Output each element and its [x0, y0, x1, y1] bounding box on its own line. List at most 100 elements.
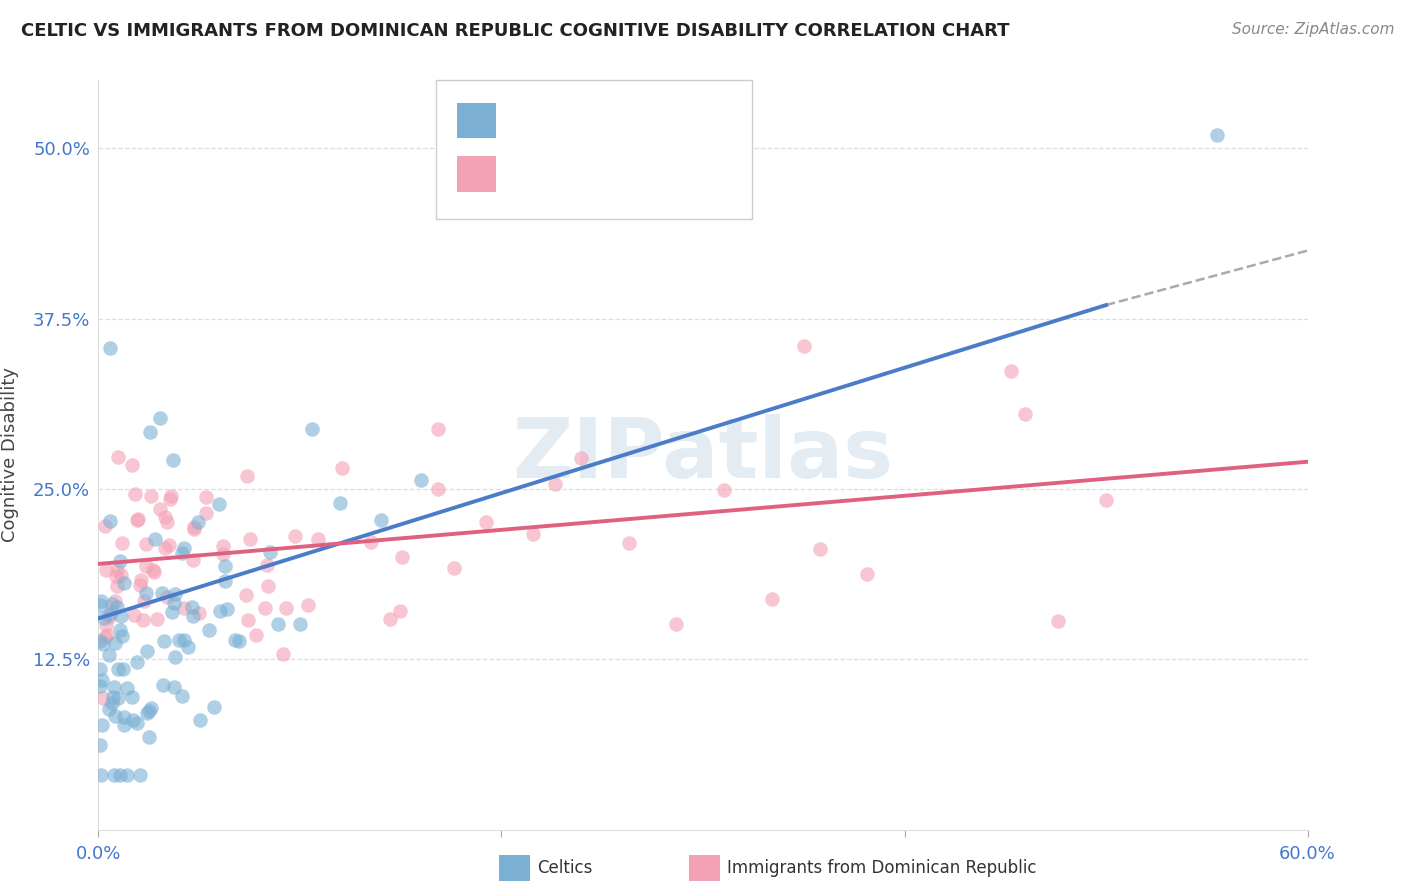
Point	[103, 768, 125, 782]
Point	[93, 610, 115, 624]
Point	[157, 538, 180, 552]
Point	[617, 536, 640, 550]
Point	[143, 533, 166, 547]
Point	[236, 469, 259, 483]
Point	[160, 606, 183, 620]
Point	[110, 568, 132, 582]
Point	[856, 566, 879, 581]
Text: N = 83: N = 83	[633, 164, 702, 184]
Point	[142, 565, 165, 579]
Point	[98, 610, 121, 624]
Point	[94, 618, 117, 632]
Point	[665, 617, 688, 632]
Point	[544, 477, 567, 491]
Point	[91, 691, 114, 706]
Point	[125, 513, 148, 527]
Point	[98, 702, 121, 716]
Text: R = 0.383: R = 0.383	[508, 111, 606, 130]
Point	[108, 554, 131, 568]
Point	[111, 629, 134, 643]
Point	[793, 339, 815, 353]
Point	[267, 617, 290, 632]
Point	[89, 598, 111, 612]
Point	[98, 341, 121, 355]
Point	[170, 689, 193, 703]
Point	[129, 574, 152, 588]
Point	[163, 587, 186, 601]
Point	[1095, 493, 1118, 508]
Text: ZIPatlas: ZIPatlas	[513, 415, 893, 495]
Point	[257, 578, 280, 592]
Point	[91, 673, 114, 687]
Point	[162, 453, 184, 467]
Point	[101, 604, 124, 618]
Point	[93, 630, 115, 644]
Point	[135, 537, 157, 551]
Point	[569, 450, 592, 465]
Point	[183, 522, 205, 536]
Point	[183, 520, 205, 534]
Point	[388, 604, 411, 618]
Point	[159, 491, 181, 506]
Point	[89, 738, 111, 752]
Point	[256, 558, 278, 573]
Point	[125, 655, 148, 669]
Point	[115, 768, 138, 782]
Point	[90, 768, 112, 782]
Point	[129, 577, 152, 591]
Point	[156, 591, 179, 605]
Point	[103, 635, 125, 649]
Point	[426, 482, 449, 496]
Point	[105, 579, 128, 593]
Point	[163, 649, 186, 664]
Point	[107, 691, 129, 706]
Point	[101, 690, 124, 705]
Point	[239, 532, 262, 546]
Point	[139, 425, 162, 439]
Point	[297, 599, 319, 613]
Point	[112, 718, 135, 732]
Point	[96, 563, 118, 577]
Text: R = 0.422: R = 0.422	[508, 164, 606, 184]
Point	[136, 706, 159, 720]
Point	[301, 422, 323, 436]
Point	[391, 549, 413, 564]
Point	[104, 594, 127, 608]
Point	[360, 534, 382, 549]
Point	[181, 553, 204, 567]
Point	[111, 536, 134, 550]
Point	[153, 541, 176, 556]
Point	[89, 634, 111, 648]
Point	[142, 563, 165, 577]
Point	[332, 460, 354, 475]
Point	[104, 709, 127, 723]
Point	[98, 607, 121, 622]
Text: Celtics: Celtics	[537, 859, 592, 877]
Point	[138, 704, 160, 718]
Y-axis label: Cognitive Disability: Cognitive Disability	[1, 368, 18, 542]
Point	[1000, 364, 1022, 378]
Point	[370, 513, 392, 527]
Point	[1014, 407, 1036, 421]
Point	[115, 681, 138, 695]
Point	[198, 624, 221, 638]
Text: Source: ZipAtlas.com: Source: ZipAtlas.com	[1232, 22, 1395, 37]
Point	[89, 679, 111, 693]
Point	[135, 586, 157, 600]
Point	[167, 632, 190, 647]
Point	[91, 718, 114, 732]
Point	[288, 617, 311, 632]
Point	[224, 632, 246, 647]
Point	[122, 607, 145, 622]
Point	[104, 569, 127, 583]
Point	[713, 483, 735, 497]
Point	[110, 609, 132, 624]
Point	[181, 600, 204, 615]
Point	[135, 644, 157, 658]
Point	[443, 561, 465, 575]
Point	[474, 516, 496, 530]
Point	[228, 634, 250, 648]
Point	[235, 588, 257, 602]
Point	[139, 489, 162, 503]
Point	[214, 574, 236, 588]
